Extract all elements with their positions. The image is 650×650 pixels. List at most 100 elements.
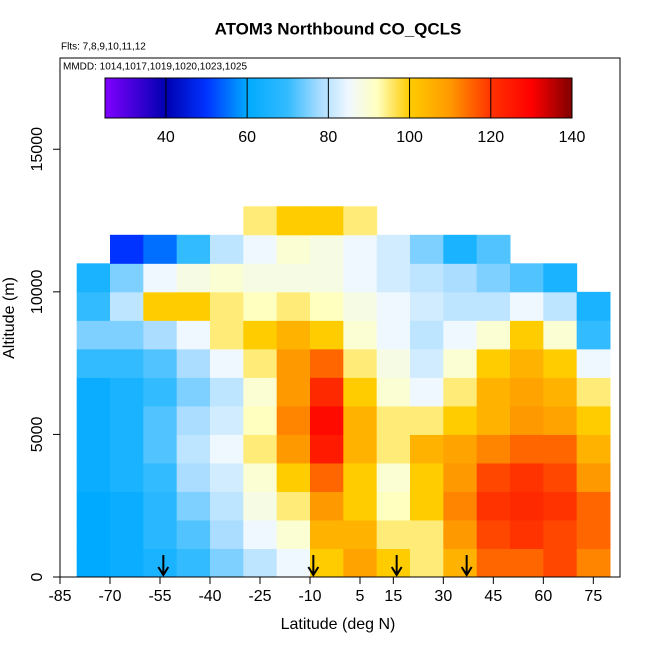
colorbar-tick-label: 140 <box>559 129 586 146</box>
heat-cell <box>110 434 144 464</box>
heat-cell <box>243 291 278 321</box>
heat-cell <box>543 434 578 464</box>
heat-cell <box>510 348 544 378</box>
heat-cell <box>143 462 178 492</box>
heat-cell <box>376 320 411 350</box>
heat-cell <box>110 234 144 264</box>
heat-cell <box>576 434 611 464</box>
heat-cell <box>176 263 211 293</box>
heat-cell <box>476 405 511 435</box>
heat-cell <box>543 320 578 350</box>
heat-cell <box>510 462 544 492</box>
heat-cell <box>410 263 444 293</box>
heat-cell <box>410 548 444 578</box>
heat-cell <box>110 519 144 549</box>
heat-cell <box>576 291 611 321</box>
heat-cell <box>310 291 344 321</box>
heat-cell <box>276 263 311 293</box>
heat-cell <box>543 377 578 407</box>
heat-cell <box>176 377 211 407</box>
heat-cell <box>110 348 144 378</box>
heat-cell <box>543 519 578 549</box>
heat-cell <box>476 548 511 578</box>
heat-cell <box>76 405 111 435</box>
heat-cell <box>176 291 211 321</box>
heat-cell <box>376 462 411 492</box>
heat-cell <box>443 377 478 407</box>
x-tick-label: 75 <box>584 588 602 605</box>
heat-cell <box>143 263 178 293</box>
colorbar-tick-label: 60 <box>238 129 256 146</box>
heat-cell <box>76 348 111 378</box>
x-tick-label: 15 <box>384 588 402 605</box>
heat-cell <box>443 519 478 549</box>
heat-cell <box>143 377 178 407</box>
colorbar <box>104 77 573 119</box>
heat-cell <box>110 377 144 407</box>
heat-cell <box>210 405 244 435</box>
heat-cell <box>210 377 244 407</box>
heat-cell <box>476 291 511 321</box>
heat-cell <box>443 234 478 264</box>
heat-cell <box>310 434 344 464</box>
heat-cell <box>476 348 511 378</box>
heat-cell <box>276 320 311 350</box>
heat-cell <box>176 434 211 464</box>
heat-cell <box>376 548 411 578</box>
heat-cell <box>376 291 411 321</box>
heat-cell <box>110 405 144 435</box>
heat-cell <box>210 263 244 293</box>
heat-cell <box>543 405 578 435</box>
heat-cell <box>76 263 111 293</box>
heat-cell <box>176 348 211 378</box>
heat-cell <box>576 377 611 407</box>
heat-cell <box>410 462 444 492</box>
heat-cell <box>410 491 444 521</box>
heat-cell <box>176 320 211 350</box>
heat-cell <box>76 377 111 407</box>
heat-cell <box>310 320 344 350</box>
heat-cell <box>376 491 411 521</box>
heat-cell <box>510 291 544 321</box>
heat-cell <box>376 405 411 435</box>
heat-cell <box>343 377 378 407</box>
heat-cell <box>276 462 311 492</box>
heat-cell <box>243 320 278 350</box>
heat-cell <box>443 291 478 321</box>
heat-cell <box>343 320 378 350</box>
heat-cell <box>243 491 278 521</box>
heat-cell <box>543 548 578 578</box>
heat-cell <box>210 291 244 321</box>
heat-cell <box>210 234 244 264</box>
heat-cell <box>143 405 178 435</box>
heat-cell <box>476 377 511 407</box>
heat-cell <box>410 377 444 407</box>
x-axis-label: Latitude (deg N) <box>281 616 396 633</box>
heat-cell <box>110 320 144 350</box>
heat-cell <box>210 320 244 350</box>
arrow-head <box>460 566 473 577</box>
heat-cell <box>76 548 111 578</box>
heat-cell <box>510 548 544 578</box>
heat-cell <box>443 263 478 293</box>
heat-cell <box>276 348 311 378</box>
heat-cell <box>143 491 178 521</box>
heat-cell <box>343 263 378 293</box>
heat-cell <box>276 234 311 264</box>
plot-frame <box>59 57 621 578</box>
heat-cell <box>543 491 578 521</box>
x-tick-label: -85 <box>48 588 71 605</box>
heat-cell <box>443 548 478 578</box>
heat-cell <box>210 348 244 378</box>
y-tick-label: 10000 <box>29 269 46 314</box>
heat-cell <box>543 348 578 378</box>
heat-cell <box>576 320 611 350</box>
heat-cell <box>443 462 478 492</box>
heat-cell <box>210 519 244 549</box>
heat-cell <box>310 491 344 521</box>
colorbar-tick-label: 40 <box>157 129 175 146</box>
heat-cell <box>143 548 178 578</box>
arrow-head <box>390 566 403 577</box>
heat-cell <box>510 434 544 464</box>
